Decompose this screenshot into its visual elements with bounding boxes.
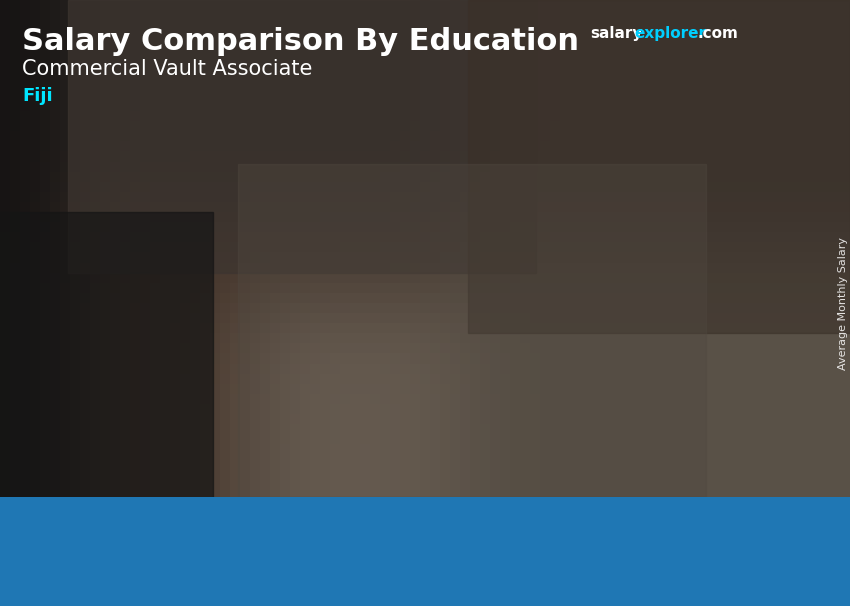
Text: +93%: +93% [320,289,438,323]
Text: Bachelor's Degree: Bachelor's Degree [132,573,316,591]
Text: Average Monthly Salary: Average Monthly Salary [838,236,848,370]
Bar [468,0,850,333]
Text: explorer: explorer [634,26,706,41]
Polygon shape [306,399,341,545]
Text: .com: .com [698,26,739,41]
Bar [68,0,536,273]
Bar [0,212,212,606]
Bar [238,164,706,497]
Text: Fiji: Fiji [22,87,53,105]
Polygon shape [107,399,341,409]
Bar [107,409,306,545]
Text: Salary Comparison By Education: Salary Comparison By Education [22,27,579,56]
Text: salary: salary [590,26,643,41]
Polygon shape [452,271,686,282]
Text: Commercial Vault Associate: Commercial Vault Associate [22,59,313,79]
Text: Master's Degree: Master's Degree [486,573,652,591]
Polygon shape [652,271,686,545]
Bar [0,497,850,606]
Bar [452,282,652,545]
Text: 5,660 FJD: 5,660 FJD [448,247,542,265]
Text: 2,930 FJD: 2,930 FJD [103,375,196,393]
